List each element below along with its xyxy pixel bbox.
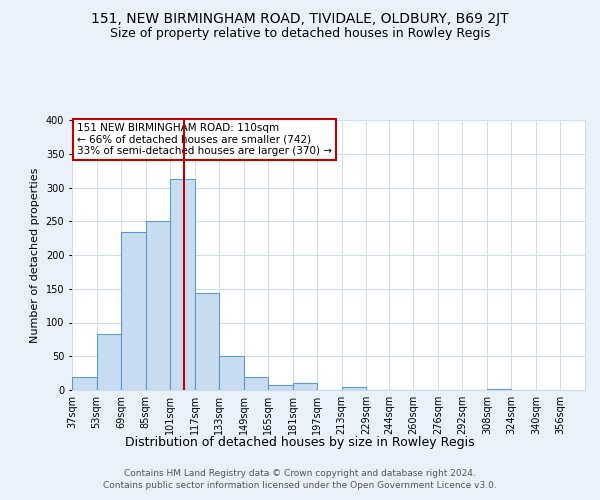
Bar (194, 294, 219, 390)
Bar (121, 232, 146, 390)
Text: Size of property relative to detached houses in Rowley Regis: Size of property relative to detached ho… (110, 28, 490, 40)
Bar (97, 334, 121, 390)
Bar (72, 377, 97, 390)
Bar (341, 388, 366, 390)
Text: Distribution of detached houses by size in Rowley Regis: Distribution of detached houses by size … (125, 436, 475, 449)
Bar (244, 376, 268, 390)
Text: Contains public sector information licensed under the Open Government Licence v3: Contains public sector information licen… (103, 481, 497, 490)
Text: 151, NEW BIRMINGHAM ROAD, TIVIDALE, OLDBURY, B69 2JT: 151, NEW BIRMINGHAM ROAD, TIVIDALE, OLDB… (91, 12, 509, 26)
Bar (293, 383, 317, 390)
Bar (170, 178, 194, 390)
Y-axis label: Number of detached properties: Number of detached properties (30, 168, 40, 342)
Text: 151 NEW BIRMINGHAM ROAD: 110sqm
← 66% of detached houses are smaller (742)
33% o: 151 NEW BIRMINGHAM ROAD: 110sqm ← 66% of… (77, 122, 332, 156)
Bar (268, 386, 293, 390)
Text: Contains HM Land Registry data © Crown copyright and database right 2024.: Contains HM Land Registry data © Crown c… (124, 468, 476, 477)
Bar (219, 356, 244, 390)
Bar (146, 220, 170, 390)
